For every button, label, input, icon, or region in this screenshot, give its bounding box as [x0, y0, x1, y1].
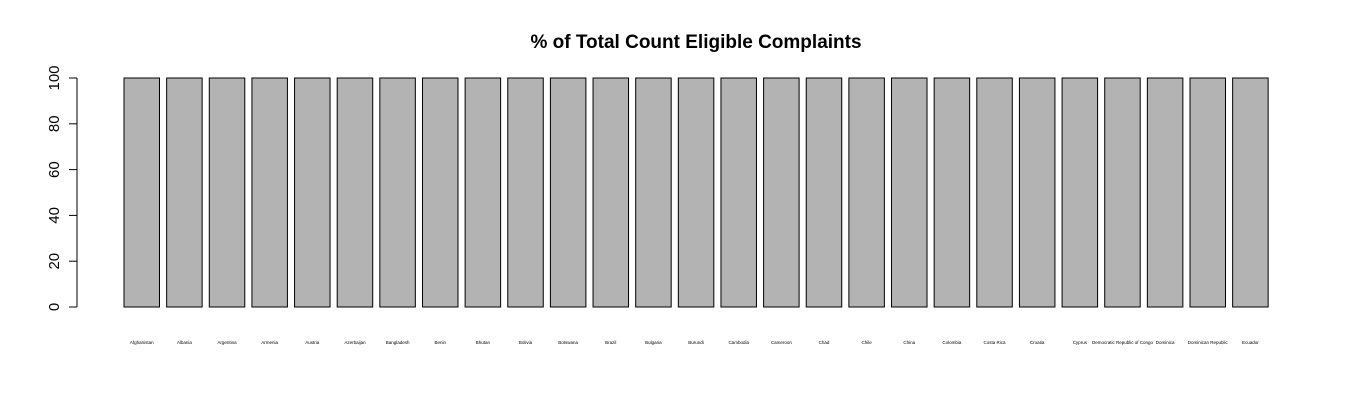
- bar: [251, 77, 288, 308]
- y-axis: 0 20 40 60 80 100: [46, 65, 78, 311]
- bar: [677, 77, 715, 308]
- bar: [464, 77, 502, 308]
- bar: [1232, 77, 1269, 308]
- x-tick-label: Costa Rica: [984, 340, 1007, 345]
- bar: [1189, 77, 1226, 308]
- chart-title: % of Total Count Eligible Complaints: [530, 32, 861, 53]
- x-tick-label: Botswana: [558, 340, 578, 345]
- bar: [1061, 77, 1099, 308]
- x-axis-labels: Afghanistan Albania Argentina Armenia Austri…: [130, 340, 1259, 345]
- x-tick-label: Bulgaria: [645, 340, 662, 345]
- bar: [123, 77, 160, 308]
- bar: [166, 77, 203, 308]
- bar: [1104, 77, 1141, 308]
- x-tick-label: Dominican Republic: [1188, 340, 1229, 345]
- x-tick-label: Argentina: [217, 340, 237, 345]
- x-tick-label: China: [903, 340, 915, 345]
- x-tick-label: Armenia: [261, 340, 278, 345]
- x-tick-label: Democratic Republic of Congo: [1092, 340, 1154, 345]
- bar: [1018, 77, 1056, 308]
- bar: [891, 77, 928, 308]
- x-tick-label: Chile: [861, 340, 872, 345]
- bar: [848, 77, 885, 308]
- x-tick-label: Cambodia: [728, 340, 749, 345]
- x-tick-label: Cameroon: [771, 340, 793, 345]
- bar: [208, 77, 246, 308]
- x-tick-label: Bangladesh: [386, 340, 410, 345]
- bar: [549, 77, 587, 308]
- x-tick-label: Austria: [305, 340, 320, 345]
- bar: [763, 77, 800, 308]
- bar: [1146, 77, 1184, 308]
- y-tick-label: 0: [46, 303, 63, 311]
- y-tick-label: 40: [46, 207, 63, 224]
- bar: [294, 77, 331, 308]
- y-tick-label: 60: [46, 161, 63, 178]
- x-tick-label: Afghanistan: [130, 340, 154, 345]
- x-tick-label: Albania: [177, 340, 193, 345]
- y-tick-label: 20: [46, 253, 63, 270]
- x-tick-label: Azerbaijan: [344, 340, 366, 345]
- x-tick-label: Dominica: [1156, 340, 1175, 345]
- x-tick-label: Ecuador: [1242, 340, 1259, 345]
- bar: [805, 77, 843, 308]
- x-tick-label: Burundi: [688, 340, 704, 345]
- bar: [720, 77, 757, 308]
- bar: [592, 77, 630, 308]
- x-tick-label: Croatia: [1030, 340, 1045, 345]
- x-tick-label: Benin: [434, 340, 446, 345]
- x-tick-label: Colombia: [942, 340, 962, 345]
- y-tick-label: 100: [46, 65, 63, 90]
- bar: [635, 77, 672, 308]
- x-tick-label: Brazil: [605, 340, 616, 345]
- x-tick-label: Cyprus: [1073, 340, 1088, 345]
- x-tick-label: Bhutan: [476, 340, 491, 345]
- bar: [336, 77, 374, 308]
- x-tick-label: Chad: [819, 340, 830, 345]
- y-tick-label: 80: [46, 115, 63, 132]
- bar: [421, 77, 459, 308]
- bar: [507, 77, 544, 308]
- bar: [933, 77, 971, 308]
- bar: [379, 77, 416, 308]
- bar-series: [123, 77, 1269, 308]
- x-tick-label: Bolivia: [519, 340, 533, 345]
- bar: [976, 77, 1013, 308]
